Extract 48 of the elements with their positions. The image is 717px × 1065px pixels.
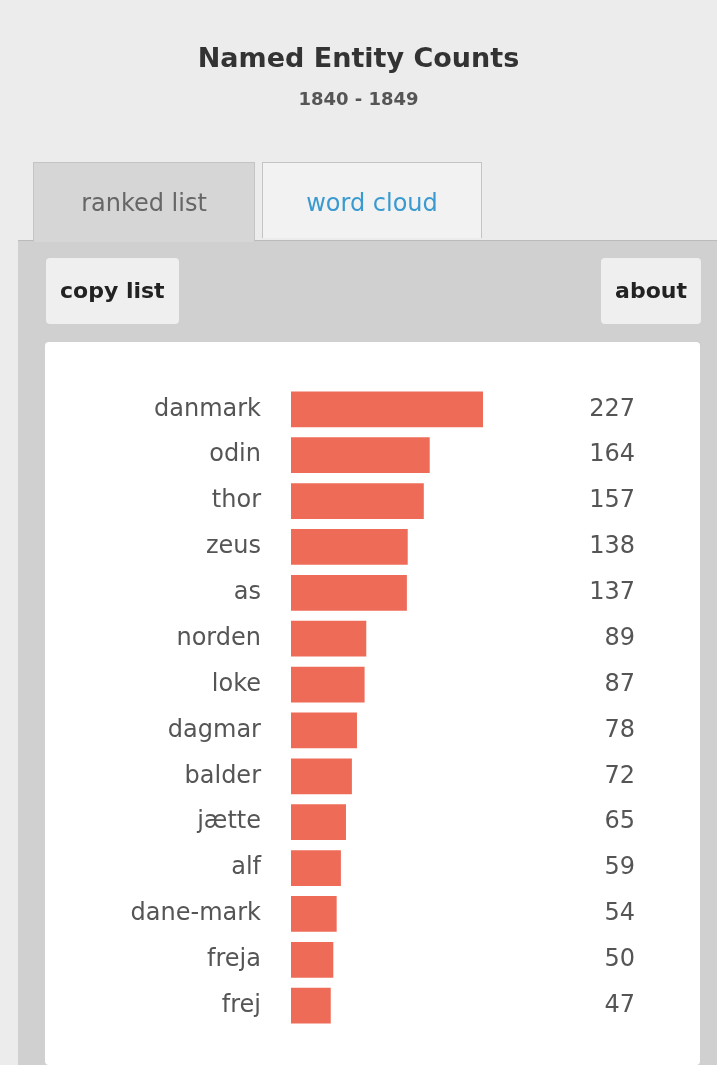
bar [291,712,357,749]
bar [291,758,352,795]
tab-button: ranked list [33,162,255,242]
y-tick-label: odin [209,439,261,468]
tab-button: word cloud [262,162,482,238]
data-label: 47 [604,989,635,1018]
bar [291,391,483,428]
data-label: 50 [604,944,635,973]
data-label: 65 [604,806,635,835]
chart-subtitle: 1840 - 1849 [297,88,420,109]
data-label: 89 [604,622,635,651]
data-label: 87 [604,668,635,697]
bar [291,850,341,886]
copy-button: copy list [46,258,179,324]
bar [291,574,407,611]
data-label: 78 [604,714,635,743]
y-tick-label: freja [207,944,261,973]
data-label: 157 [589,485,635,514]
about-button: about [601,258,701,324]
bar [291,804,346,841]
data-label: 227 [589,393,635,422]
y-tick-label: dane-mark [130,898,262,927]
y-tick-label: loke [211,668,261,697]
y-tick-label: norden [176,622,261,651]
bar [291,941,334,978]
bar [291,620,367,657]
bar [291,896,337,932]
y-tick-label: balder [184,760,262,789]
bar [291,987,331,1024]
y-tick-label: jætte [196,806,261,835]
data-label: 137 [589,577,635,606]
data-label: 138 [589,531,635,560]
bar [291,529,408,565]
y-tick-label: dagmar [167,714,262,743]
bar [291,666,365,703]
data-label: 59 [604,852,635,881]
y-tick-label: thor [211,485,262,514]
y-tick-label: alf [231,852,262,881]
y-tick-label: frej [221,989,261,1018]
chart-title: Named Entity Counts [196,42,521,73]
y-tick-label: danmark [153,393,262,422]
data-label: 72 [604,760,635,789]
data-label: 54 [604,898,635,927]
data-label: 164 [589,439,635,468]
y-tick-label: zeus [205,531,261,560]
y-tick-label: as [233,577,261,606]
bar [291,483,424,519]
bar [291,437,430,474]
